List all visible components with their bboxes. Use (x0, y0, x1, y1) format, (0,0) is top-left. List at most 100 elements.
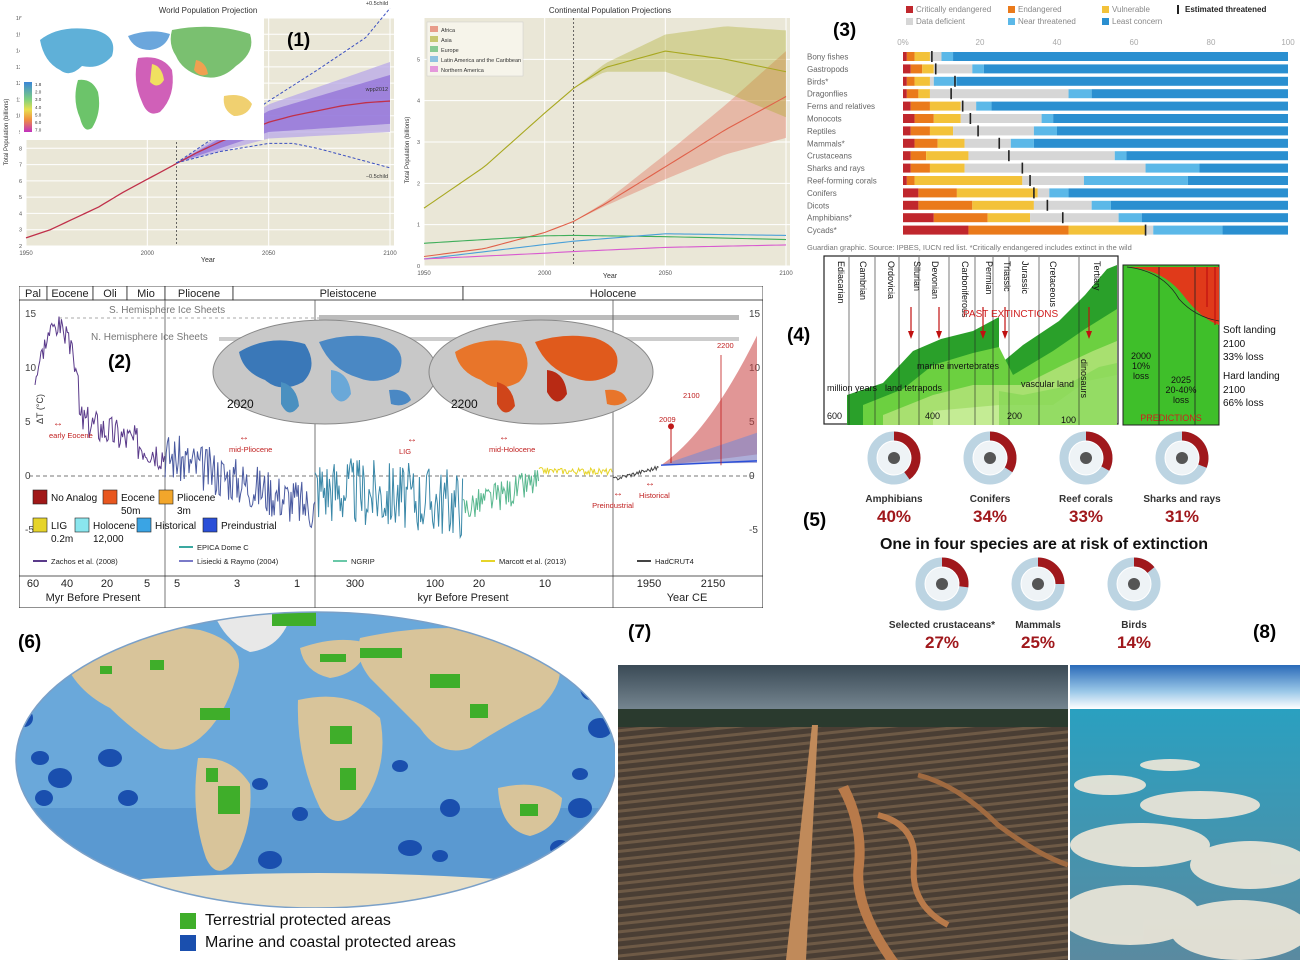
temperature-panel: Pal Eocene Oli Mio Pliocene Pleistocene Holoce… (19, 286, 763, 608)
bar-segment-en (910, 101, 930, 111)
map-legend-tick: 3.0 (35, 97, 42, 102)
chart-title: Continental Population Projections (549, 6, 671, 15)
bar-segment-nt (1049, 188, 1069, 198)
bar-segment-vu (929, 101, 961, 111)
map-2200-label: 2200 (451, 397, 478, 411)
x-tick-label: 0% (897, 38, 909, 47)
predictions-label: PREDICTIONS (1140, 413, 1202, 423)
category-label: Reptiles (807, 127, 836, 136)
double-arrow-icon: ↔ (613, 488, 623, 499)
epoch-label: Mio (137, 288, 155, 300)
period-label: Ediacarian (836, 261, 846, 304)
greenland (214, 612, 290, 652)
panel-label-5: (5) (803, 510, 827, 531)
deforestation-photo (618, 665, 1068, 960)
y-tick-label: 3 (19, 228, 22, 234)
donut-coral: Reef corals 33% (1059, 431, 1113, 526)
epoch-label: Holocene (590, 288, 636, 300)
chart-title: World Population Projection (159, 6, 258, 15)
annotation: mid-Pliocene (229, 445, 272, 454)
legend-sublabel: 12,000 (93, 534, 124, 545)
bar-segment-cr (903, 151, 911, 161)
legend-label: Historical (155, 521, 196, 532)
x-tick-label: 1 (294, 578, 300, 590)
x-tick-label: 20 (473, 578, 485, 590)
north-america (60, 626, 240, 750)
x-tick-label: 100 (426, 578, 444, 590)
bar-segment-nt (976, 101, 992, 111)
estimated-threatened-marker (1046, 199, 1049, 211)
bar-segment-en (910, 126, 930, 136)
period-label: Permian (984, 261, 994, 295)
bar-segment-lc (1199, 163, 1288, 173)
category-label: Dragonflies (807, 90, 847, 99)
bar-segment-cr (903, 76, 907, 86)
bar-segment-nt (1118, 213, 1142, 223)
extinction-arrowhead (980, 331, 986, 339)
source-label: NGRIP (351, 557, 375, 566)
x-axis-label: Myr Before Present (46, 592, 141, 604)
category-label: Gastropods (807, 65, 848, 74)
bar-segment-nt (1041, 114, 1054, 123)
category-label: Ferns and relatives (807, 102, 875, 111)
annotation: Preindustrial (592, 501, 634, 510)
deforestation-image (618, 665, 1068, 960)
bar-segment-en (914, 138, 938, 148)
series-label: +0.5child (366, 1, 388, 7)
x-tick-label: 40 (1053, 38, 1062, 47)
species-label: Sharks and rays (1143, 494, 1221, 505)
bar-segment-lc (1187, 176, 1288, 185)
x-tick-label: 2050 (262, 251, 276, 257)
series-line (423, 233, 787, 260)
estimated-threatened-marker (1021, 162, 1024, 174)
uncertainty-band (424, 51, 786, 257)
bar-segment-vu (929, 163, 965, 173)
risk-percentage: 27% (925, 633, 959, 652)
bar-segment-dd (964, 138, 1011, 148)
bar-segment-nt (1083, 176, 1188, 185)
y-tick-label: -5 (25, 525, 34, 536)
x-axis-label: Year (201, 257, 216, 264)
epoch-label: Pal (25, 288, 41, 300)
bar-segment-vu (922, 64, 934, 74)
bar-segment-lc (1091, 89, 1288, 99)
panel-label-1: (1) (287, 30, 311, 51)
bar-segment-vu (926, 151, 969, 161)
diversity-label: land tetrapods (885, 383, 943, 393)
legend-label: Northern America (441, 68, 485, 74)
category-label: Birds* (807, 77, 828, 86)
y-tick-label: 5 (25, 417, 31, 428)
x-tick-label: 10 (539, 578, 551, 590)
risk-percentage: 31% (1165, 507, 1199, 526)
y-tick-label: 15 (16, 32, 22, 38)
x-tick-label: 2100 (779, 271, 793, 277)
category-label: Bony fishes (807, 53, 848, 62)
legend-swatch (430, 46, 438, 52)
source-label: HadCRUT4 (655, 557, 694, 566)
legend-swatch (430, 56, 438, 62)
legend-label: Europe (441, 48, 459, 54)
protected-areas-panel: Terrestrial protected areas Marine and c… (0, 608, 615, 960)
legend-swatch (1008, 18, 1015, 25)
legend-label: Latin America and the Caribbean (441, 58, 521, 64)
period-label: Cretaceous (1048, 261, 1058, 308)
donut-risk-arc (1085, 431, 1113, 471)
bar-segment-nt (1033, 126, 1057, 136)
bar-segment-nt (933, 76, 957, 86)
series-line (423, 234, 787, 244)
legend-item-terrestrial: Terrestrial protected areas (180, 910, 580, 932)
legend-label: Endangered (1018, 5, 1062, 14)
species-label: Selected crustaceans* (889, 620, 995, 631)
temperature-curve (34, 316, 166, 471)
map-legend-tick: 7.0 (35, 128, 42, 133)
estimated-threatened-marker (969, 113, 972, 124)
bar-segment-vu (914, 76, 930, 86)
legend-swatch (430, 66, 438, 72)
extinction-arrowhead (908, 331, 914, 339)
bar-segment-dd (968, 151, 1115, 161)
bar-segment-en (933, 213, 988, 223)
marker-2009-dot (668, 423, 674, 430)
bar-segment-lc (1110, 200, 1288, 210)
legend-swatch (1102, 6, 1109, 13)
map-2200: 2200 (428, 319, 654, 425)
